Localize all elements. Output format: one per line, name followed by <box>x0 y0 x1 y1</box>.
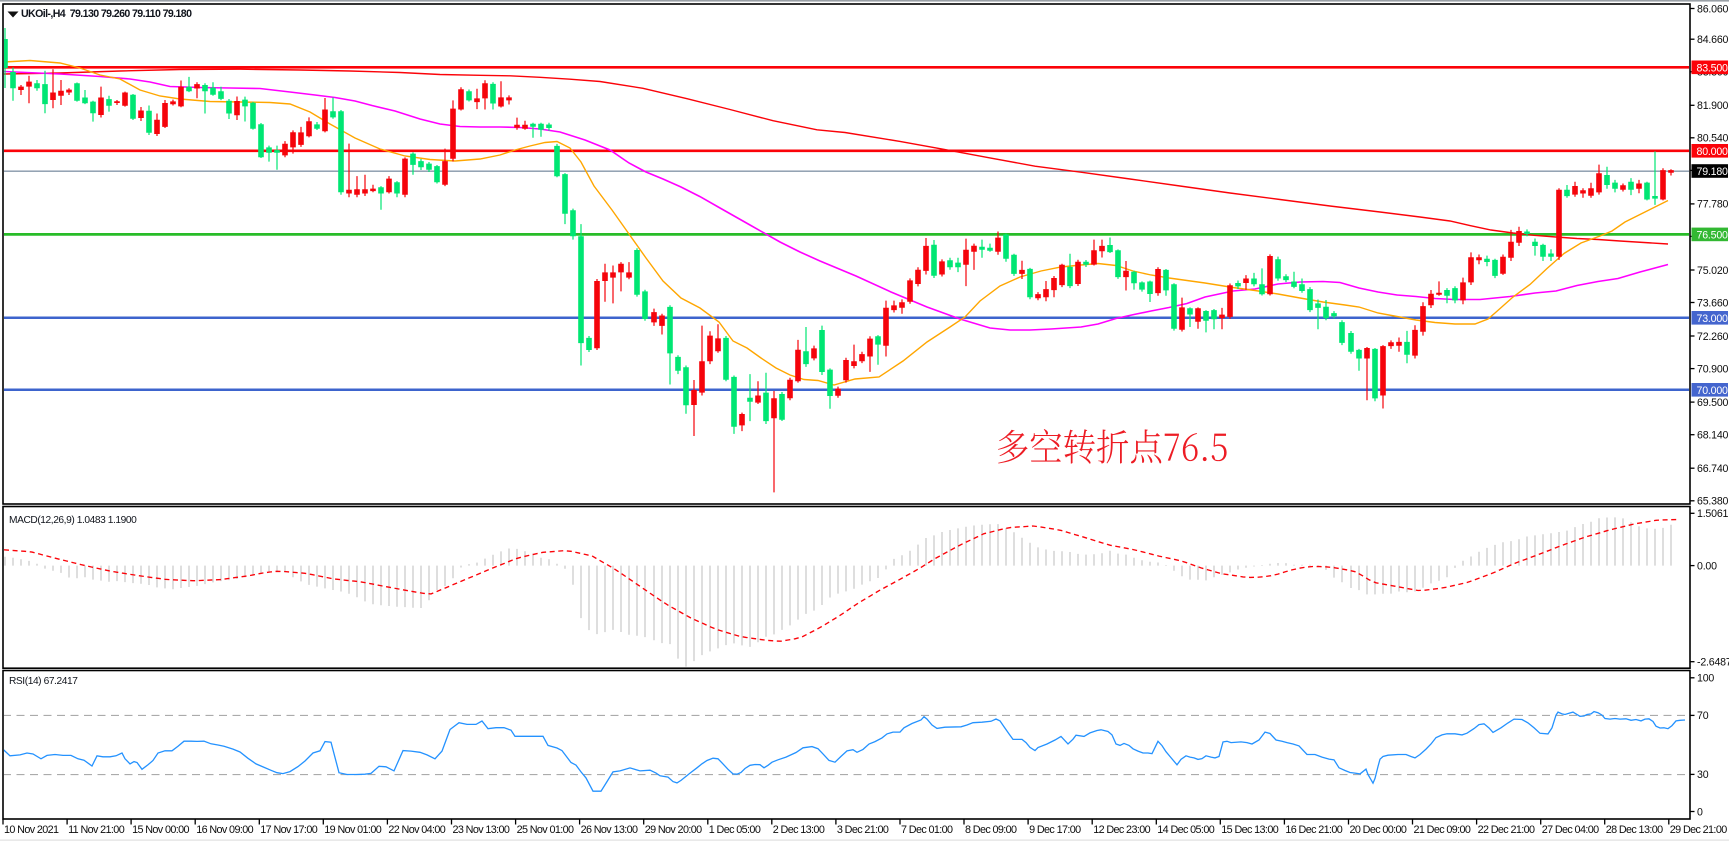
svg-text:1.5061: 1.5061 <box>1697 508 1729 520</box>
svg-text:-2.6487: -2.6487 <box>1697 657 1729 669</box>
svg-text:76.500: 76.500 <box>1697 229 1729 241</box>
svg-text:70: 70 <box>1697 710 1709 722</box>
svg-text:3 Dec 21:00: 3 Dec 21:00 <box>837 824 889 836</box>
svg-text:22 Dec 21:00: 22 Dec 21:00 <box>1478 824 1535 836</box>
svg-text:17 Nov 17:00: 17 Nov 17:00 <box>260 824 317 836</box>
svg-text:27 Dec 04:00: 27 Dec 04:00 <box>1542 824 1599 836</box>
svg-text:11 Nov 21:00: 11 Nov 21:00 <box>68 824 125 836</box>
svg-text:12 Dec 23:00: 12 Dec 23:00 <box>1093 824 1150 836</box>
svg-text:14 Dec 05:00: 14 Dec 05:00 <box>1157 824 1214 836</box>
svg-text:86.060: 86.060 <box>1697 3 1729 15</box>
svg-text:25 Nov 01:00: 25 Nov 01:00 <box>517 824 574 836</box>
svg-text:0: 0 <box>1697 806 1703 818</box>
svg-text:9 Dec 17:00: 9 Dec 17:00 <box>1029 824 1081 836</box>
svg-text:15 Dec 13:00: 15 Dec 13:00 <box>1221 824 1278 836</box>
svg-text:79.180: 79.180 <box>1697 166 1729 178</box>
svg-text:29 Nov 20:00: 29 Nov 20:00 <box>645 824 702 836</box>
svg-text:2 Dec 13:00: 2 Dec 13:00 <box>773 824 825 836</box>
svg-text:10 Nov 2021: 10 Nov 2021 <box>4 824 59 836</box>
svg-text:30: 30 <box>1697 769 1709 781</box>
svg-text:23 Nov 13:00: 23 Nov 13:00 <box>453 824 510 836</box>
svg-text:80.000: 80.000 <box>1697 146 1729 158</box>
svg-text:83.500: 83.500 <box>1697 62 1729 74</box>
svg-text:20 Dec 00:00: 20 Dec 00:00 <box>1350 824 1407 836</box>
svg-text:8 Dec 09:00: 8 Dec 09:00 <box>965 824 1017 836</box>
svg-text:69.500: 69.500 <box>1697 397 1729 409</box>
svg-text:81.900: 81.900 <box>1697 100 1729 112</box>
svg-text:21 Dec 09:00: 21 Dec 09:00 <box>1414 824 1471 836</box>
svg-text:65.380: 65.380 <box>1697 496 1729 508</box>
svg-text:70.000: 70.000 <box>1697 385 1729 397</box>
svg-text:16 Nov 09:00: 16 Nov 09:00 <box>196 824 253 836</box>
svg-text:1 Dec 05:00: 1 Dec 05:00 <box>709 824 761 836</box>
svg-text:75.020: 75.020 <box>1697 265 1729 277</box>
svg-text:77.780: 77.780 <box>1697 199 1729 211</box>
svg-text:29 Dec 21:00: 29 Dec 21:00 <box>1670 824 1727 836</box>
svg-text:73.000: 73.000 <box>1697 313 1729 325</box>
svg-text:15 Nov 00:00: 15 Nov 00:00 <box>132 824 189 836</box>
svg-text:22 Nov 04:00: 22 Nov 04:00 <box>388 824 445 836</box>
svg-text:26 Nov 13:00: 26 Nov 13:00 <box>581 824 638 836</box>
svg-text:19 Nov 01:00: 19 Nov 01:00 <box>324 824 381 836</box>
svg-text:70.900: 70.900 <box>1697 363 1729 375</box>
svg-text:7 Dec 01:00: 7 Dec 01:00 <box>901 824 953 836</box>
svg-text:66.740: 66.740 <box>1697 463 1729 475</box>
svg-text:28 Dec 13:00: 28 Dec 13:00 <box>1606 824 1663 836</box>
svg-text:MACD(12,26,9) 1.0483 1.1900: MACD(12,26,9) 1.0483 1.1900 <box>9 515 137 526</box>
svg-text:80.540: 80.540 <box>1697 133 1729 145</box>
svg-text:16 Dec 21:00: 16 Dec 21:00 <box>1285 824 1342 836</box>
svg-text:0.00: 0.00 <box>1697 560 1717 572</box>
svg-text:68.140: 68.140 <box>1697 430 1729 442</box>
svg-text:RSI(14) 67.2417: RSI(14) 67.2417 <box>9 676 78 687</box>
svg-text:UKOil-,H4 79.130 79.260 79.11: UKOil-,H4 79.130 79.260 79.110 79.180 <box>21 8 192 20</box>
svg-text:73.660: 73.660 <box>1697 297 1729 309</box>
svg-text:100: 100 <box>1697 673 1714 685</box>
svg-text:84.660: 84.660 <box>1697 34 1729 46</box>
svg-text:72.260: 72.260 <box>1697 331 1729 343</box>
